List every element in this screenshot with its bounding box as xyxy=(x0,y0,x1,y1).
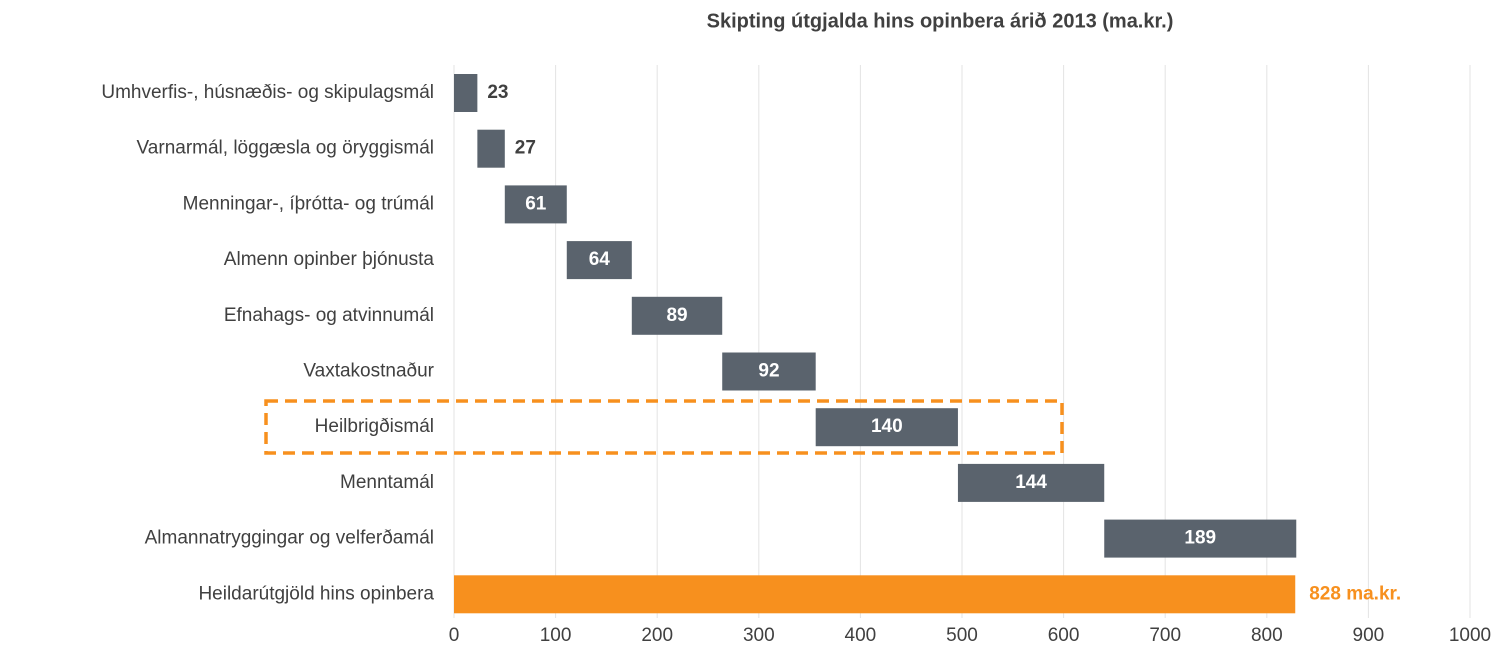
x-tick-label: 1000 xyxy=(1449,625,1491,646)
bar xyxy=(477,129,505,168)
bar xyxy=(957,463,1105,502)
value-label: 144 xyxy=(1015,472,1047,493)
x-tick-label: 700 xyxy=(1149,625,1181,646)
bar xyxy=(454,74,478,112)
y-tick-label: Almannatryggingar og velferðamál xyxy=(145,528,434,549)
x-tick-label: 500 xyxy=(946,625,978,646)
y-tick-label: Varnarmál, löggæsla og öryggismál xyxy=(137,138,434,159)
y-tick-label: Menningar-, íþrótta- og trúmál xyxy=(183,193,434,214)
x-tick-label: 100 xyxy=(540,625,572,646)
value-label: 92 xyxy=(758,361,779,382)
total-label: 828 ma.kr. xyxy=(1309,583,1401,604)
x-tick-label: 600 xyxy=(1048,625,1080,646)
y-tick-label: Vaxtakostnaður xyxy=(303,361,434,382)
bar xyxy=(722,352,816,391)
y-tick-label: Heilbrigðismál xyxy=(315,416,434,437)
x-tick-label: 0 xyxy=(449,625,460,646)
bar xyxy=(815,408,958,447)
x-tick-label: 800 xyxy=(1251,625,1283,646)
y-tick-label: Almenn opinber þjónusta xyxy=(224,249,435,270)
x-tick-label: 900 xyxy=(1353,625,1385,646)
value-label: 23 xyxy=(487,82,508,103)
value-label: 140 xyxy=(871,416,903,437)
y-tick-label: Menntamál xyxy=(340,472,434,493)
value-label: 64 xyxy=(589,249,611,270)
total-bar xyxy=(454,575,1296,614)
value-label: 189 xyxy=(1184,528,1216,549)
bar xyxy=(631,296,723,335)
y-tick-label: Umhverfis-, húsnæðis- og skipulagsmál xyxy=(101,82,434,103)
y-tick-label: Heildarútgjöld hins opinbera xyxy=(198,583,434,604)
highlight-box xyxy=(264,399,1064,455)
bar xyxy=(1104,519,1297,558)
bar xyxy=(504,185,567,224)
x-tick-label: 300 xyxy=(743,625,775,646)
x-tick-label: 200 xyxy=(641,625,673,646)
value-label: 27 xyxy=(515,138,536,159)
x-tick-label: 400 xyxy=(845,625,877,646)
value-label: 61 xyxy=(525,193,547,214)
bar xyxy=(566,241,632,280)
chart-title: Skipting útgjalda hins opinbera árið 201… xyxy=(707,10,1174,32)
y-tick-label: Efnahags- og atvinnumál xyxy=(224,305,434,326)
value-label: 89 xyxy=(666,305,687,326)
